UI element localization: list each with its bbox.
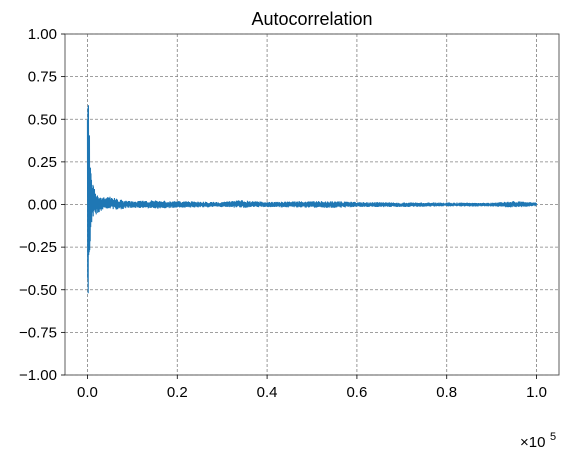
y-tick-label: −0.25: [19, 239, 57, 256]
y-tick-label: 0.50: [28, 111, 57, 128]
x-offset-exponent: 5: [550, 431, 556, 443]
y-tick-label: −0.75: [19, 324, 57, 341]
x-tick-label: 0.4: [257, 384, 278, 401]
y-tick-label: 0.75: [28, 69, 57, 86]
y-tick-label: −0.50: [19, 282, 57, 299]
x-tick-label: 0.2: [167, 384, 188, 401]
autocorrelation-line: [86, 105, 537, 294]
y-tick-label: −1.00: [19, 367, 57, 384]
x-offset-label: ×10: [520, 434, 545, 451]
x-tick-label: 0.0: [77, 384, 98, 401]
x-ticks: 0.0 0.2 0.4 0.6 0.8 1.0: [77, 375, 547, 401]
y-tick-label: 0.25: [28, 154, 57, 171]
x-tick-label: 1.0: [526, 384, 547, 401]
y-ticks: 1.00 0.75 0.50 0.25 0.00 −0.25 −0.50 −0.75 −1.00: [19, 26, 65, 384]
data-series: [86, 105, 537, 294]
x-tick-label: 0.6: [346, 384, 367, 401]
y-tick-label: 0.00: [28, 197, 57, 214]
y-tick-label: 1.00: [28, 26, 57, 43]
chart-title: Autocorrelation: [251, 9, 372, 29]
x-tick-label: 0.8: [436, 384, 457, 401]
